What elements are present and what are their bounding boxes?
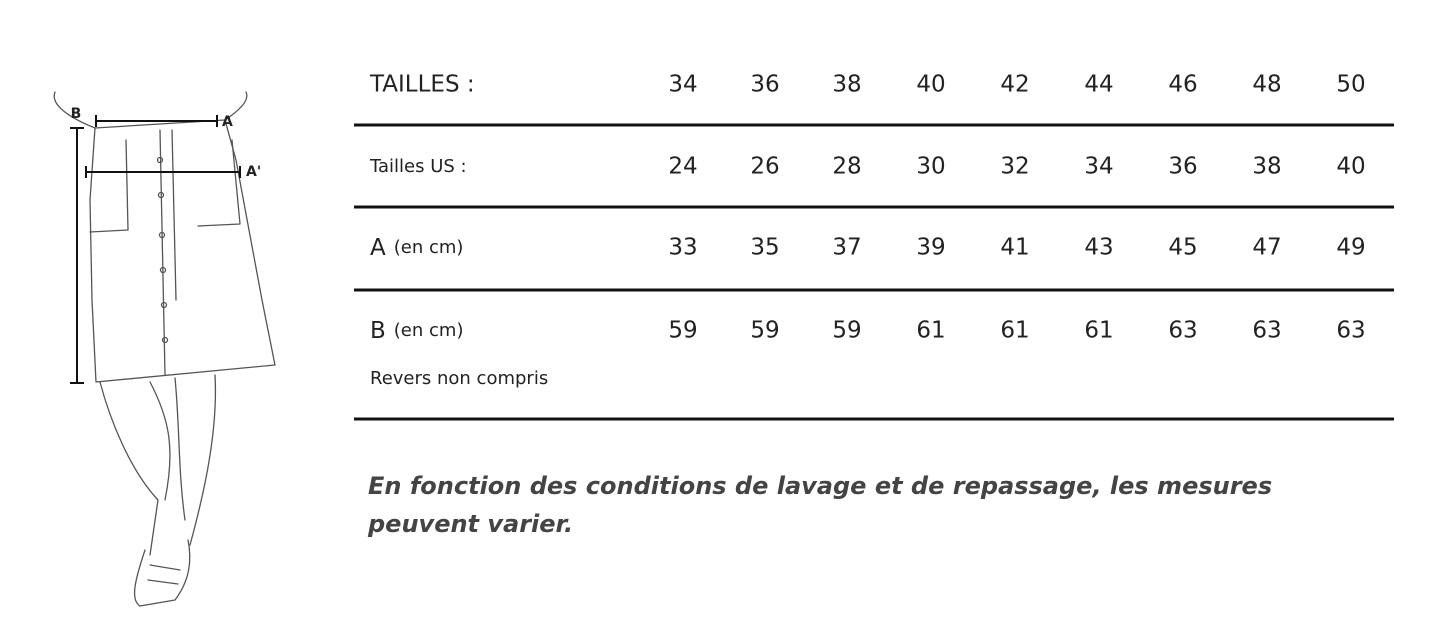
size-value: 24 — [668, 154, 697, 180]
size-value: 35 — [750, 235, 779, 261]
row-label-main: B — [370, 318, 386, 344]
size-value: 40 — [916, 72, 945, 98]
size-value: 45 — [1168, 235, 1197, 261]
size-value: 34 — [668, 72, 697, 98]
size-value: 63 — [1168, 318, 1197, 344]
size-value: 42 — [1000, 72, 1029, 98]
size-value: 37 — [832, 235, 861, 261]
dim-label: B — [71, 106, 82, 122]
row-label-unit: (en cm) — [394, 237, 464, 258]
size-value: 61 — [1084, 318, 1113, 344]
row-label-unit: (en cm) — [394, 320, 464, 341]
size-value: 28 — [832, 154, 861, 180]
size-value: 59 — [750, 318, 779, 344]
header-label: TAILLES : — [369, 72, 475, 98]
size-value: 41 — [1000, 235, 1029, 261]
dim-label: A' — [246, 164, 261, 180]
size-value: 30 — [916, 154, 945, 180]
size-value: 61 — [1000, 318, 1029, 344]
size-value: 46 — [1168, 72, 1197, 98]
row-label: Tailles US : — [369, 156, 467, 177]
size-value: 59 — [832, 318, 861, 344]
size-value: 61 — [916, 318, 945, 344]
footnote: En fonction des conditions de lavage et … — [368, 472, 1272, 500]
size-value: 50 — [1336, 72, 1365, 98]
size-value: 39 — [916, 235, 945, 261]
size-value: 26 — [750, 154, 779, 180]
size-value: 36 — [750, 72, 779, 98]
size-value: 32 — [1000, 154, 1029, 180]
size-value: 38 — [1252, 154, 1281, 180]
footnote: peuvent varier. — [367, 510, 573, 538]
size-value: 63 — [1336, 318, 1365, 344]
dim-label: A — [222, 114, 233, 130]
row-label: B (en cm) — [370, 318, 463, 344]
size-value: 49 — [1336, 235, 1365, 261]
size-value: 44 — [1084, 72, 1113, 98]
row-label-main: A — [370, 235, 386, 261]
size-value: 34 — [1084, 154, 1113, 180]
size-value: 36 — [1168, 154, 1197, 180]
size-table: TAILLES : 34 36 38 40 42 44 46 48 50 Tailles US : 2… — [354, 72, 1394, 421]
size-value: 40 — [1336, 154, 1365, 180]
skirt-illustration: B A A' — [53, 91, 276, 607]
size-value: 47 — [1252, 235, 1281, 261]
size-value: 43 — [1084, 235, 1113, 261]
size-value: 38 — [832, 72, 861, 98]
size-value: 59 — [668, 318, 697, 344]
size-value: 33 — [668, 235, 697, 261]
row-note: Revers non compris — [370, 368, 548, 389]
size-value: 63 — [1252, 318, 1281, 344]
row-label: A (en cm) — [370, 235, 463, 261]
size-value: 48 — [1252, 72, 1281, 98]
